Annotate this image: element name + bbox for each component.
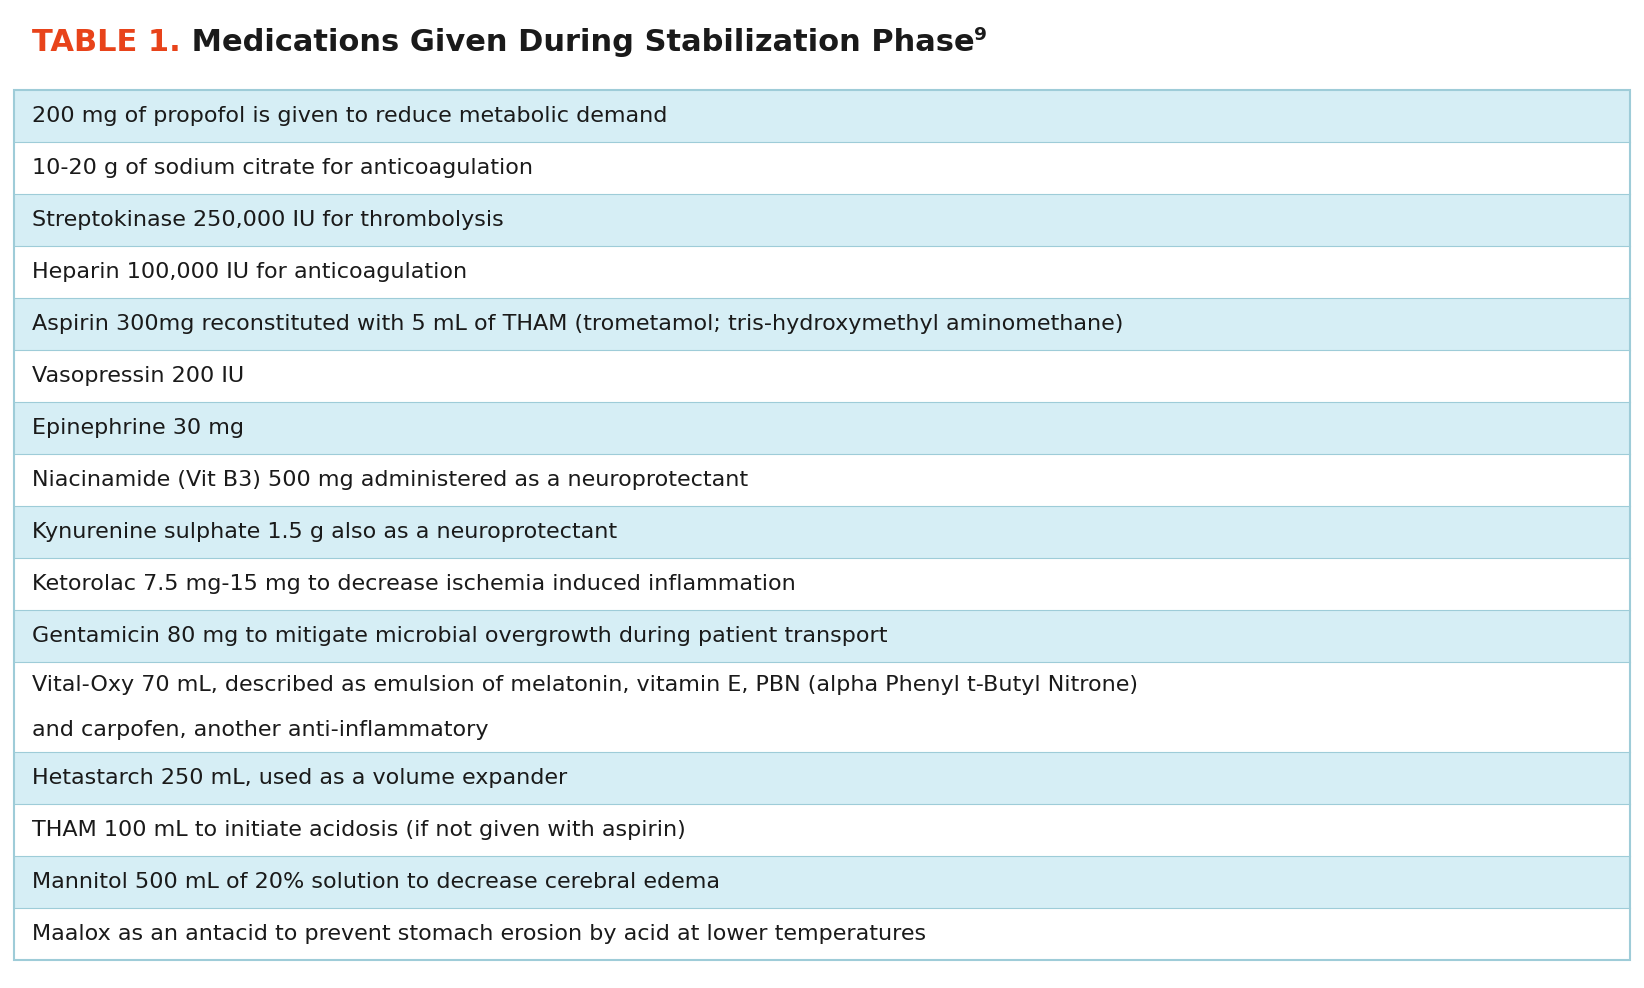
Text: Vasopressin 200 IU: Vasopressin 200 IU [31,366,243,386]
Text: Kynurenine sulphate 1.5 g also as a neuroprotectant: Kynurenine sulphate 1.5 g also as a neur… [31,522,616,542]
Text: Ketorolac 7.5 mg-15 mg to decrease ischemia induced inflammation: Ketorolac 7.5 mg-15 mg to decrease ische… [31,574,796,594]
Text: Maalox as an antacid to prevent stomach erosion by acid at lower temperatures: Maalox as an antacid to prevent stomach … [31,924,926,944]
Text: and carpofen, another anti-inflammatory: and carpofen, another anti-inflammatory [31,719,488,739]
Bar [15,142,1629,194]
Text: Mannitol 500 mL of 20% solution to decrease cerebral edema: Mannitol 500 mL of 20% solution to decre… [31,872,720,892]
Bar [15,298,1629,350]
Text: Gentamicin 80 mg to mitigate microbial overgrowth during patient transport: Gentamicin 80 mg to mitigate microbial o… [31,626,888,646]
Text: 200 mg of propofol is given to reduce metabolic demand: 200 mg of propofol is given to reduce me… [31,106,667,126]
Bar [15,402,1629,454]
Bar [15,804,1629,856]
Bar [15,90,1629,142]
Text: Streptokinase 250,000 IU for thrombolysis: Streptokinase 250,000 IU for thrombolysi… [31,210,503,230]
Bar [15,662,1629,752]
Text: Aspirin 300mg reconstituted with 5 mL of THAM (trometamol; tris-hydroxymethyl am: Aspirin 300mg reconstituted with 5 mL of… [31,314,1123,334]
Bar [15,194,1629,246]
Text: Niacinamide (Vit B3) 500 mg administered as a neuroprotectant: Niacinamide (Vit B3) 500 mg administered… [31,470,748,490]
Bar [15,506,1629,558]
Text: Hetastarch 250 mL, used as a volume expander: Hetastarch 250 mL, used as a volume expa… [31,768,567,788]
Bar [15,454,1629,506]
Bar [15,610,1629,662]
Bar [15,90,1629,960]
Text: Medications Given During Stabilization Phase: Medications Given During Stabilization P… [181,28,975,57]
Bar [15,856,1629,908]
Bar [15,558,1629,610]
Text: TABLE 1.: TABLE 1. [31,28,181,57]
Text: Epinephrine 30 mg: Epinephrine 30 mg [31,418,243,438]
Text: Vital-Oxy 70 mL, described as emulsion of melatonin, vitamin E, PBN (alpha Pheny: Vital-Oxy 70 mL, described as emulsion o… [31,675,1138,695]
Text: 9: 9 [975,26,988,44]
Bar [15,752,1629,804]
Bar [15,350,1629,402]
Text: Heparin 100,000 IU for anticoagulation: Heparin 100,000 IU for anticoagulation [31,262,467,282]
Text: THAM 100 mL to initiate acidosis (if not given with aspirin): THAM 100 mL to initiate acidosis (if not… [31,820,686,840]
Text: 10-20 g of sodium citrate for anticoagulation: 10-20 g of sodium citrate for anticoagul… [31,158,533,178]
Bar [15,908,1629,960]
Bar [15,246,1629,298]
